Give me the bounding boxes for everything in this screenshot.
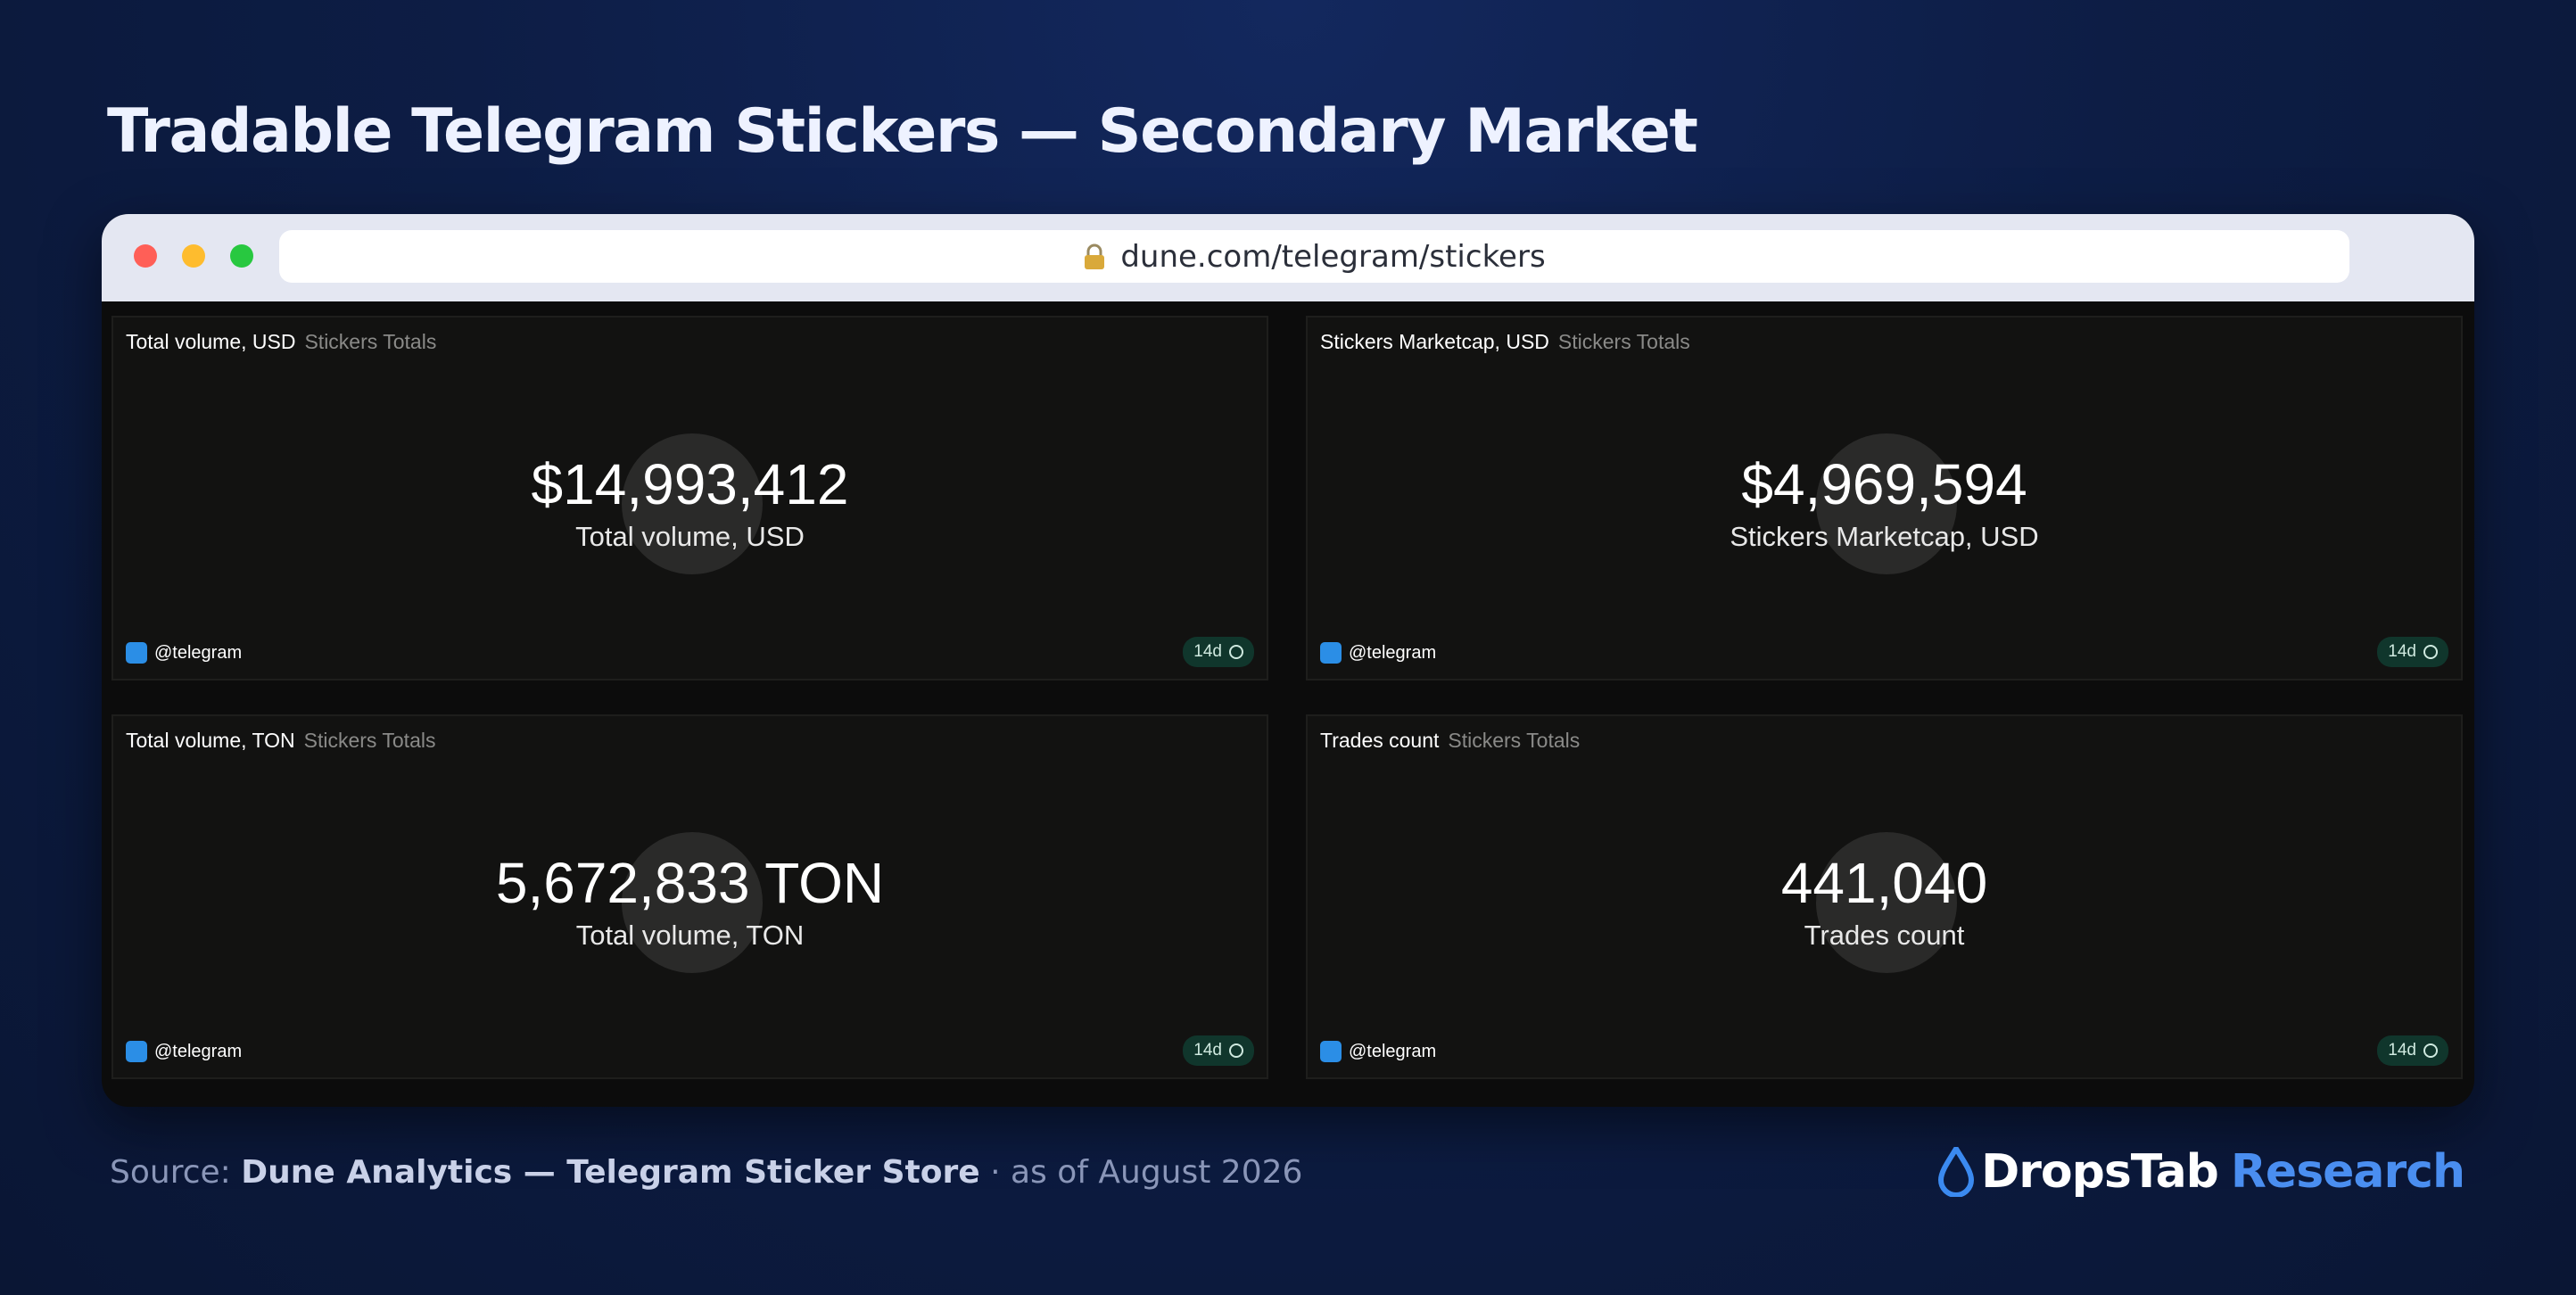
counter-panel: Trades count Stickers Totals 441,040 Trades… xyxy=(1306,714,2463,1079)
counter-panel: Stickers Marketcap, USD Stickers Totals $4… xyxy=(1306,316,2463,680)
panel-name: Trades count xyxy=(1320,729,1440,752)
refresh-age: 14d xyxy=(2388,1041,2416,1060)
counter-label: Total volume, TON xyxy=(575,920,805,951)
refresh-badge: 14d xyxy=(1183,1035,1254,1066)
source-prefix: Source: xyxy=(110,1154,231,1191)
address-bar[interactable]: dune.com/telegram/stickers xyxy=(279,230,2349,283)
source-name: Dune Analytics — Telegram Sticker Store xyxy=(241,1154,980,1191)
source-note: Source: Dune Analytics — Telegram Sticke… xyxy=(110,1154,1302,1191)
telegram-icon xyxy=(1320,1041,1342,1062)
counter-value: 5,672,833 TON xyxy=(495,851,885,915)
close-button[interactable] xyxy=(134,244,157,268)
panel-title: Total volume, TON Stickers Totals xyxy=(126,729,435,753)
refresh-badge: 14d xyxy=(1183,637,1254,667)
watermark xyxy=(622,433,763,574)
watermark xyxy=(1816,832,1957,973)
maximize-button[interactable] xyxy=(230,244,253,268)
counter-panel: Total volume, USD Stickers Totals $14,993,… xyxy=(111,316,1268,680)
telegram-icon xyxy=(126,1041,147,1062)
author: @telegram xyxy=(126,1041,242,1062)
panel-subtitle: Stickers Totals xyxy=(1557,330,1690,353)
refresh-badge: 14d xyxy=(2377,637,2448,667)
panel-title: Trades count Stickers Totals xyxy=(1320,729,1580,753)
panel-subtitle: Stickers Totals xyxy=(303,729,436,752)
author-name: @telegram xyxy=(1349,1041,1437,1061)
minimize-button[interactable] xyxy=(182,244,205,268)
author: @telegram xyxy=(1320,1041,1436,1062)
brand-name: DropsTab xyxy=(1981,1145,2219,1199)
author-name: @telegram xyxy=(154,1041,243,1061)
brand-logo xyxy=(1938,1147,1975,1197)
check-icon xyxy=(1229,645,1243,659)
watermark xyxy=(622,832,763,973)
source-suffix: · as of August 2026 xyxy=(990,1154,1303,1191)
refresh-age: 14d xyxy=(1193,1041,1222,1060)
counter-value: 441,040 xyxy=(1780,851,1988,915)
panel-title: Total volume, USD Stickers Totals xyxy=(126,330,436,354)
page-title: Tradable Telegram Stickers — Secondary M… xyxy=(107,96,1698,167)
telegram-icon xyxy=(1320,642,1342,664)
author: @telegram xyxy=(126,642,242,664)
check-icon xyxy=(2423,645,2438,659)
check-icon xyxy=(2423,1043,2438,1058)
refresh-badge: 14d xyxy=(2377,1035,2448,1066)
watermark xyxy=(1816,433,1957,574)
brand-suffix: Research xyxy=(2230,1145,2465,1199)
counter-label: Stickers Marketcap, USD xyxy=(1730,521,2039,552)
panel-name: Total volume, TON xyxy=(126,729,295,752)
counter-label: Trades count xyxy=(1804,920,1965,951)
panel-subtitle: Stickers Totals xyxy=(304,330,437,353)
lock-icon xyxy=(1085,243,1105,269)
counter-label: Total volume, USD xyxy=(575,521,805,552)
author: @telegram xyxy=(1320,642,1436,664)
counter-value: $4,969,594 xyxy=(1741,452,2027,516)
refresh-age: 14d xyxy=(2388,642,2416,661)
url-text: dune.com/telegram/stickers xyxy=(1120,238,1546,275)
panel-subtitle: Stickers Totals xyxy=(1448,729,1581,752)
counter-panel: Total volume, TON Stickers Totals 5,672,83… xyxy=(111,714,1268,1079)
author-name: @telegram xyxy=(154,642,243,663)
author-name: @telegram xyxy=(1349,642,1437,663)
refresh-age: 14d xyxy=(1193,642,1222,661)
check-icon xyxy=(1229,1043,1243,1058)
telegram-icon xyxy=(126,642,147,664)
panel-title: Stickers Marketcap, USD Stickers Totals xyxy=(1320,330,1690,354)
counter-value: $14,993,412 xyxy=(531,452,849,516)
browser-window: dune.com/telegram/stickers Total volume,… xyxy=(102,214,2474,1107)
panel-name: Stickers Marketcap, USD xyxy=(1320,330,1549,353)
panel-name: Total volume, USD xyxy=(126,330,296,353)
brand: DropsTab Research xyxy=(1938,1145,2465,1199)
browser-bar: dune.com/telegram/stickers xyxy=(102,214,2474,301)
